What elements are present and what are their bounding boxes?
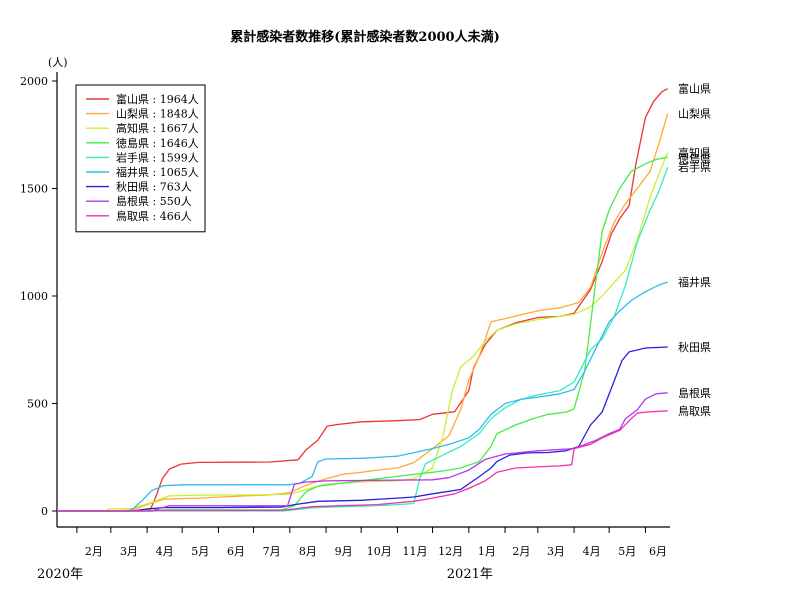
x-tick-label: 4月: [156, 545, 174, 558]
legend-entry: 秋田県 : 763人: [116, 180, 192, 194]
legend-box: [75, 84, 206, 233]
x-tick-label: 6月: [227, 545, 245, 558]
series-end-label: 岩手県: [678, 160, 711, 174]
x-tick-label: 7月: [263, 545, 281, 558]
x-year-label: 2021年: [447, 567, 493, 582]
legend-entry: 島根県 : 550人: [116, 194, 192, 208]
y-tick-label: 0: [41, 505, 48, 518]
y-tick-label: 2000: [20, 75, 48, 88]
legend-entry: 富山県 : 1964人: [116, 92, 199, 106]
x-tick-label: 8月: [299, 545, 317, 558]
x-tick-label: 2月: [512, 545, 530, 558]
series-end-label: 高知県: [678, 146, 711, 160]
x-tick-label: 6月: [649, 545, 667, 558]
series-end-label: 山梨県: [678, 107, 711, 121]
series-end-label: 秋田県: [678, 340, 711, 354]
series-line: [57, 410, 668, 512]
x-tick-label: 5月: [191, 545, 209, 558]
series-end-label: 富山県: [678, 82, 711, 96]
axes: 0 500 1000 1500 2000 2月 3月 4月 5月 6月 7月 8月 9月 10月 11月 12…: [20, 72, 670, 582]
series-line: [57, 346, 668, 512]
series-end-label: 福井県: [678, 275, 711, 289]
x-tick-label: 4月: [583, 545, 601, 558]
legend-entry: 鳥取県 : 466人: [116, 209, 192, 223]
series-line: [57, 392, 668, 512]
legend-entry: 山梨県 : 1848人: [116, 107, 199, 121]
x-tick-label: 1月: [478, 545, 496, 558]
x-tick-label: 9月: [335, 545, 353, 558]
x-tick-label: 3月: [120, 545, 138, 558]
legend-entry: 福井県 : 1065人: [116, 165, 199, 179]
series-line: [57, 166, 669, 512]
x-tick-label: 2月: [85, 545, 103, 558]
x-tick-label: 12月: [438, 545, 463, 558]
series-end-label: 鳥取県: [678, 404, 711, 418]
series-line: [57, 281, 668, 512]
legend-entry: 岩手県 : 1599人: [116, 150, 199, 164]
series-end-label: 島根県: [678, 386, 711, 400]
x-tick-label: 5月: [618, 545, 636, 558]
y-tick-label: 1000: [20, 290, 48, 303]
x-year-label: 2020年: [37, 567, 83, 582]
y-axis-unit-label: (人): [48, 56, 68, 69]
series-line: [57, 113, 669, 512]
legend-entry: 高知県 : 1667人: [116, 121, 199, 135]
series-line: [57, 88, 669, 512]
series-lines: [57, 88, 669, 512]
y-tick-label: 1500: [20, 183, 48, 196]
y-tick-label: 500: [27, 398, 48, 411]
chart-title: 累計感染者数推移(累計感染者数2000人未満): [230, 29, 499, 45]
x-tick-label: 10月: [367, 545, 392, 558]
series-end-label: 徳島県: [678, 152, 711, 166]
legend-entry: 徳島県 : 1646人: [116, 136, 199, 150]
x-tick-label: 11月: [402, 545, 427, 558]
x-tick-label: 3月: [547, 545, 565, 558]
series-line: [57, 156, 668, 512]
series-line: [57, 152, 669, 512]
